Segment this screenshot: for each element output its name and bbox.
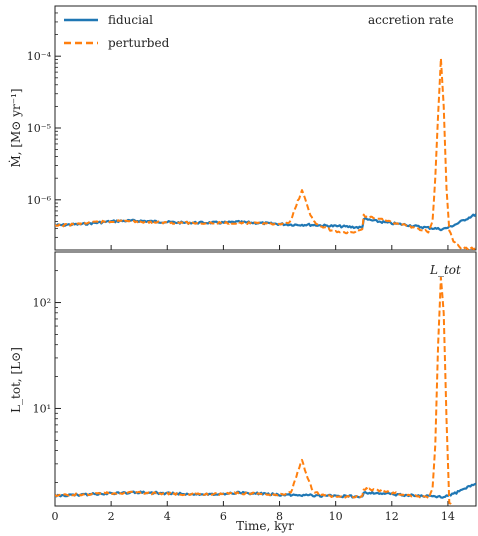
x-ticks-bottom: 0 2 4 6 8 10 12 14	[52, 510, 455, 523]
x-tick-label-1: 2	[108, 510, 115, 523]
y-tick-label-bottom-0: 10¹	[33, 402, 51, 415]
y-ticks-top: 10⁻⁶ 10⁻⁵ 10⁻⁴	[27, 12, 449, 250]
y-tick-label-bottom-1: 10²	[33, 297, 51, 310]
series-line-perturbed-top	[55, 57, 476, 250]
x-tick-label-6: 12	[385, 510, 399, 523]
panel-luminosity: 10¹ 10² 0 2 4 6 8 10 12 14 L_tot L_tot, [L⊙] Tim…	[9, 251, 477, 533]
x-tick-label-4: 8	[276, 510, 283, 523]
x-axis-label: Time, kyr	[236, 519, 294, 533]
annotation-ltot: L_tot	[429, 263, 461, 277]
y-axis-label-bottom: L_tot, [L⊙]	[9, 347, 23, 413]
plot-frame-bottom	[54, 251, 477, 507]
y-axis-label-top: Ṁ, [M⊙ yr⁻¹]	[8, 88, 23, 167]
panel-accretion-rate: 10⁻⁶ 10⁻⁵ 10⁻⁴ accretion rate Ṁ, [M⊙ yr⁻¹]…	[8, 5, 477, 251]
series-lines-bottom	[55, 276, 476, 506]
x-tick-label-2: 4	[164, 510, 171, 523]
legend: fiducial perturbed	[64, 13, 170, 50]
series-lines-top	[55, 57, 476, 250]
y-tick-label-top-0: 10⁻⁶	[27, 194, 52, 207]
legend-label-perturbed: perturbed	[108, 36, 170, 50]
x-tick-label-3: 6	[220, 510, 227, 523]
series-line-perturbed-bottom	[55, 276, 454, 506]
plot-frame-top	[54, 5, 477, 251]
y-ticks-bottom: 10¹ 10²	[33, 270, 449, 506]
y-tick-label-top-2: 10⁻⁴	[27, 50, 52, 63]
y-tick-label-top-1: 10⁻⁵	[27, 122, 51, 135]
x-tick-label-7: 14	[441, 510, 455, 523]
x-tick-label-5: 10	[329, 510, 343, 523]
legend-label-fiducial: fiducial	[108, 13, 153, 27]
annotation-accretion-rate: accretion rate	[368, 13, 454, 27]
x-tick-label-0: 0	[52, 510, 59, 523]
